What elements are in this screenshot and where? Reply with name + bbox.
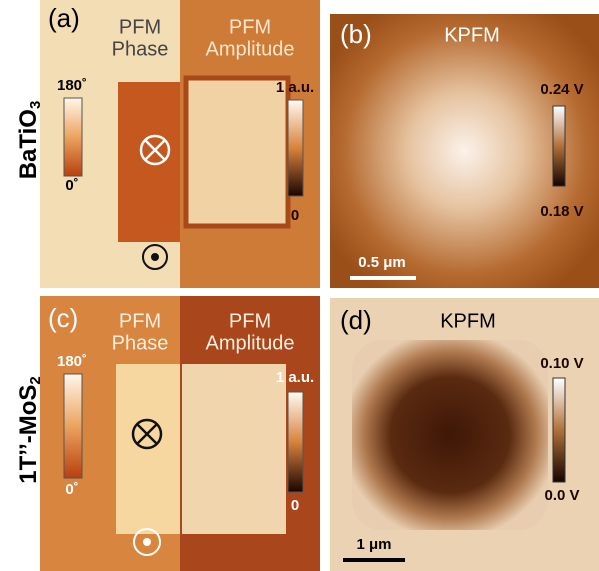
- colorbar-label: 1 a.u.: [276, 369, 314, 386]
- colorbar-label: 0˚: [65, 177, 78, 194]
- domain: [352, 340, 548, 530]
- colorbar-label: 1 a.u.: [276, 79, 314, 96]
- row-label-text: BaTiO: [15, 109, 42, 179]
- colorbar-label: 0.10 V: [540, 355, 583, 372]
- panel-title: Amplitude: [206, 332, 295, 354]
- colorbar: [553, 106, 565, 186]
- scale-label: 1 μm: [356, 536, 391, 553]
- colorbar: [288, 392, 303, 492]
- colorbar-label: 180˚: [57, 353, 87, 370]
- colorbar-label: 0: [291, 207, 299, 224]
- scale-bar: [343, 558, 405, 562]
- colorbar-label: 0˚: [65, 481, 78, 498]
- colorbar: [64, 98, 82, 176]
- panel-title: PFM: [229, 310, 271, 332]
- panel-b: (b) KPFM 0.24 V 0.18 V 0.5 μm: [330, 14, 599, 288]
- panel-label: (d): [340, 305, 372, 335]
- colorbar-label: 0.24 V: [540, 81, 583, 98]
- colorbar-label: 0: [291, 497, 299, 514]
- panel-c: (c) PFM Phase PFM Amplitude 180˚ 0˚ 1 a.…: [40, 296, 320, 571]
- scale-bar: [350, 276, 416, 280]
- row-label-text: 1T’’-MoS: [15, 385, 42, 484]
- panel-title: PFM: [229, 16, 271, 38]
- colorbar-label: 0.18 V: [540, 203, 583, 220]
- panel-title: PFM: [119, 310, 161, 332]
- panel-title: Phase: [112, 38, 169, 60]
- panel-title: PFM: [119, 16, 161, 38]
- panel-title: Amplitude: [206, 38, 295, 60]
- panel-label: (a): [48, 3, 80, 33]
- row-label: BaTiO3: [15, 101, 44, 180]
- colorbar: [553, 378, 565, 482]
- figure: BaTiO3 1T’’-MoS2 (a) PFM Phase PFM Ampli…: [0, 0, 599, 571]
- colorbar: [288, 100, 303, 196]
- colorbar-label: 0.0 V: [544, 487, 579, 504]
- panel-d: (d) KPFM 0.10 V 0.0 V 1 μm: [330, 298, 599, 571]
- panel-title: KPFM: [440, 310, 496, 332]
- domain: [186, 78, 288, 226]
- colorbar: [64, 374, 82, 478]
- panel-label: (c): [48, 303, 78, 333]
- panel-title: KPFM: [444, 24, 500, 46]
- row-label: 1T’’-MoS2: [15, 376, 44, 483]
- scale-label: 0.5 μm: [358, 254, 406, 271]
- panel-title: Phase: [112, 332, 169, 354]
- domain: [182, 364, 286, 534]
- colorbar-label: 180˚: [57, 77, 87, 94]
- panel-a: (a) PFM Phase PFM Amplitude 180˚ 0˚ 1 a.…: [40, 0, 320, 288]
- panel-label: (b): [340, 19, 372, 49]
